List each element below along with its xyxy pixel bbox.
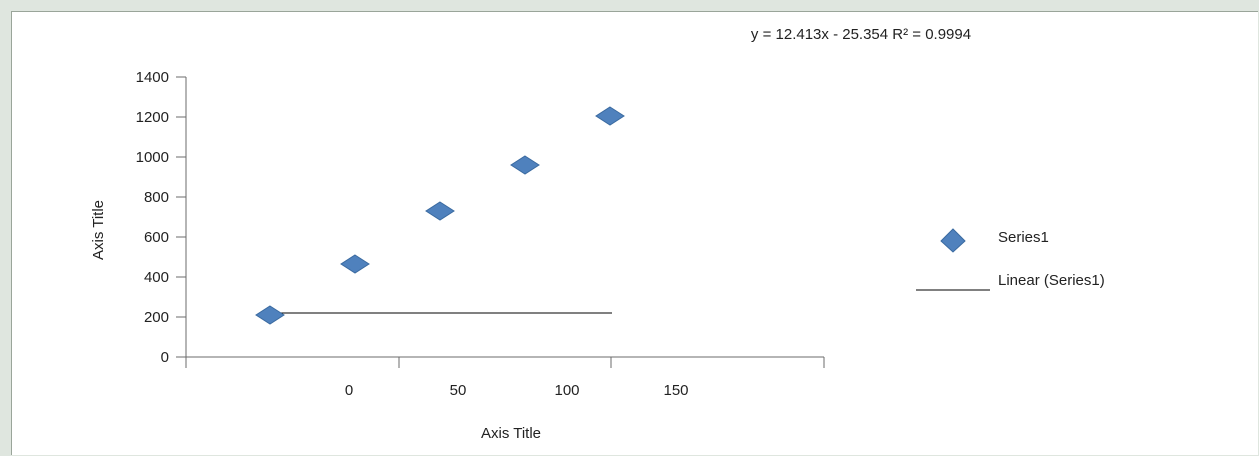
scatter-chart: y = 12.413x - 25.354 R² = 0.9994 0 200 400…: [90, 26, 1105, 442]
y-tick-label: 600: [144, 229, 169, 246]
y-tick-label: 1000: [136, 149, 169, 166]
data-points: [255, 106, 625, 325]
legend: Series1 Linear (Series1): [916, 228, 1105, 291]
legend-marker-series1: [940, 228, 966, 253]
trendline-equation: y = 12.413x - 25.354 R² = 0.9994: [751, 26, 971, 43]
y-tick-label: 1400: [136, 69, 169, 86]
legend-label-series1: Series1: [998, 229, 1049, 246]
chart-area: y = 12.413x - 25.354 R² = 0.9994 0 200 400…: [11, 11, 1258, 455]
y-tick-label: 0: [161, 349, 169, 366]
y-tick-label: 1200: [136, 109, 169, 126]
y-tick-label: 800: [144, 189, 169, 206]
x-axis-title: Axis Title: [481, 425, 541, 442]
x-tick-label: 50: [450, 382, 467, 399]
x-tick-label: 150: [663, 382, 688, 399]
legend-label-trendline: Linear (Series1): [998, 272, 1105, 289]
x-axis-tick-marks: [398, 357, 825, 368]
y-axis: 0 200 400 600 800 1000 1200 1400: [136, 69, 186, 366]
data-point-marker: [425, 201, 455, 221]
y-tick-label: 200: [144, 309, 169, 326]
y-axis-title: Axis Title: [90, 200, 107, 260]
y-tick-label: 400: [144, 269, 169, 286]
data-point-marker: [340, 254, 370, 274]
x-tick-label: 100: [554, 382, 579, 399]
data-point-marker: [510, 155, 540, 175]
data-point-marker: [255, 305, 285, 325]
x-axis-labels: 0 50 100 150: [345, 382, 689, 399]
x-tick-label: 0: [345, 382, 353, 399]
data-point-marker: [595, 106, 625, 126]
